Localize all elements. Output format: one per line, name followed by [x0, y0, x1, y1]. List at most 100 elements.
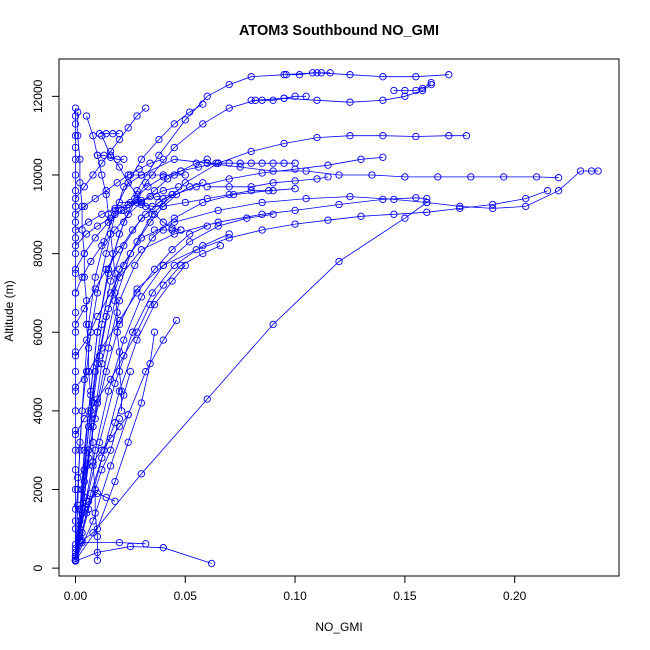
data-point: [106, 289, 115, 297]
data-point: [106, 214, 115, 222]
data-point: [71, 120, 80, 128]
data-point: [71, 426, 80, 435]
series-28: [71, 190, 176, 234]
data-point: [76, 438, 84, 446]
data-point: [78, 529, 86, 537]
data-point: [109, 249, 117, 258]
axes: 0.00 0.05 0.10 0.15 0.20 0 2000 4000 6000 8000 100…: [31, 79, 527, 603]
data-point: [146, 159, 154, 167]
data-point: [144, 183, 152, 191]
data-point: [111, 297, 119, 305]
series-line: [75, 158, 164, 215]
data-point: [168, 224, 176, 232]
data-point: [113, 328, 121, 336]
y-tick-label: 2000: [31, 476, 45, 503]
data-point: [106, 230, 115, 238]
data-point: [115, 198, 124, 207]
data-point: [186, 183, 194, 191]
data-point: [412, 73, 420, 81]
data-point: [126, 249, 135, 258]
data-point: [115, 246, 124, 254]
data-point: [280, 94, 288, 102]
data-point: [93, 289, 102, 297]
data-point: [401, 214, 409, 222]
data-point: [111, 497, 119, 505]
data-point: [159, 155, 167, 163]
data-point: [84, 367, 93, 376]
series-line: [75, 194, 173, 231]
data-point: [199, 179, 207, 187]
data-point: [115, 367, 124, 376]
data-point: [93, 312, 102, 321]
data-point: [142, 104, 150, 112]
data-point: [98, 344, 106, 352]
data-point: [98, 446, 106, 454]
series-line: [75, 332, 155, 561]
data-point: [111, 289, 119, 297]
series-4: [71, 187, 552, 560]
data-point: [104, 210, 113, 218]
data-point: [82, 230, 91, 238]
data-point: [71, 112, 80, 120]
data-point: [76, 179, 84, 187]
data-point: [82, 297, 91, 305]
data-point: [175, 183, 183, 191]
data-point: [247, 147, 255, 156]
data-point: [76, 155, 84, 163]
data-point: [98, 132, 106, 140]
y-tick-label: 0: [31, 564, 45, 571]
data-point: [115, 265, 124, 273]
data-point: [401, 92, 409, 100]
series-line: [75, 190, 548, 557]
data-point: [295, 71, 304, 79]
data-point: [71, 505, 80, 513]
data-point: [236, 163, 244, 171]
series-line: [77, 414, 129, 478]
series-47: [74, 411, 132, 482]
series-line: [86, 115, 122, 411]
data-point: [594, 167, 602, 175]
series-21: [71, 242, 225, 439]
data-point: [89, 132, 97, 140]
data-point: [117, 407, 126, 415]
data-point: [291, 185, 299, 193]
data-point: [71, 289, 80, 297]
data-point: [74, 474, 82, 482]
data-point: [71, 466, 80, 474]
data-point: [225, 230, 233, 238]
data-point: [379, 195, 387, 204]
data-point: [168, 277, 176, 285]
data-point: [194, 163, 203, 171]
data-point: [124, 179, 132, 187]
data-point: [137, 196, 146, 205]
data-point: [137, 155, 146, 163]
series-line: [75, 158, 559, 561]
series-line: [207, 176, 329, 188]
data-point: [120, 336, 128, 344]
data-point: [89, 462, 97, 470]
series-line: [75, 186, 179, 246]
data-point: [445, 71, 453, 79]
data-point: [137, 399, 146, 407]
data-point: [456, 204, 464, 213]
data-point: [456, 202, 464, 211]
data-point: [71, 328, 80, 336]
data-point: [308, 69, 317, 77]
data-point: [423, 198, 431, 207]
data-point: [142, 367, 150, 376]
data-point: [168, 226, 176, 234]
data-point: [115, 422, 124, 431]
data-point: [401, 173, 409, 181]
series-line: [75, 182, 203, 357]
data-point: [199, 120, 207, 128]
data-point: [148, 234, 156, 242]
series-22: [71, 222, 211, 391]
data-point: [368, 171, 376, 179]
data-point: [113, 179, 121, 187]
chart-title: ATOM3 Southbound NO_GMI: [239, 23, 439, 39]
data-point: [131, 194, 139, 203]
data-point: [71, 187, 80, 195]
data-point: [445, 132, 453, 140]
data-point: [324, 161, 332, 169]
x-tick-label: 0.00: [64, 589, 88, 603]
